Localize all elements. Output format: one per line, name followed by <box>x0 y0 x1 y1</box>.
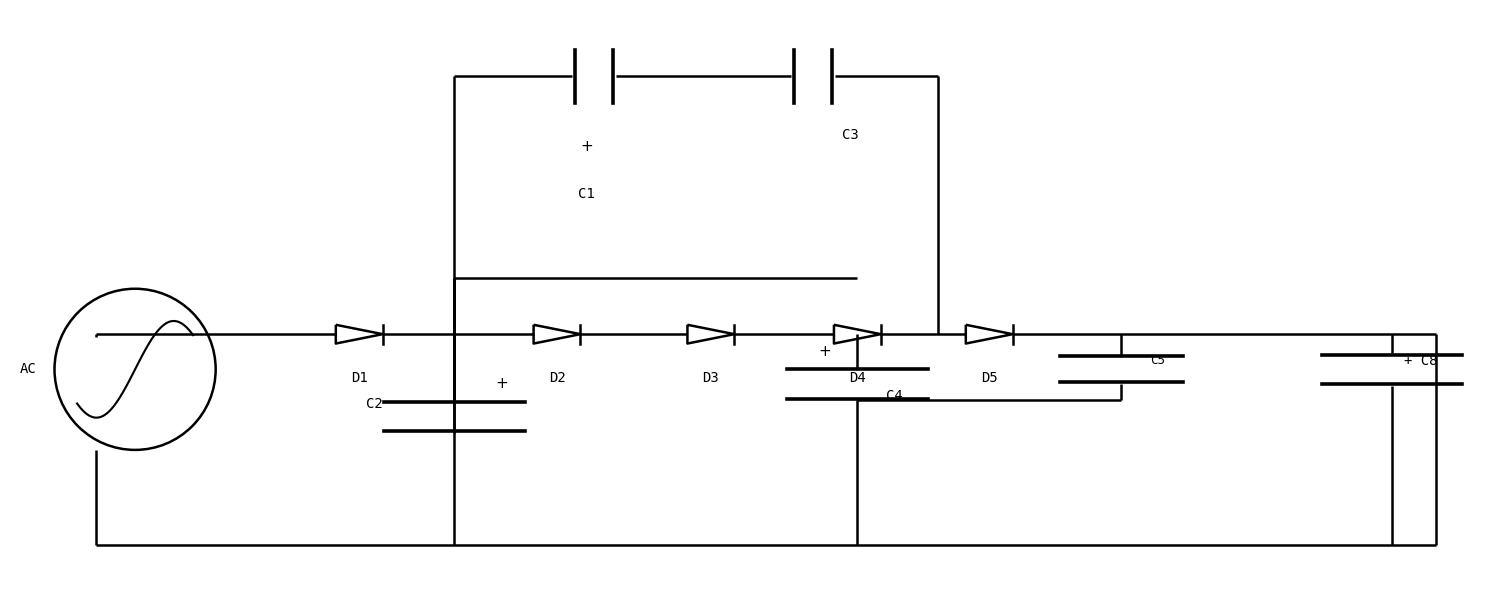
Text: C1: C1 <box>579 187 595 200</box>
Text: D5: D5 <box>981 371 997 385</box>
Text: +: + <box>495 377 508 392</box>
Text: C2: C2 <box>365 398 383 411</box>
Text: AC: AC <box>19 362 37 376</box>
Text: + C8: + C8 <box>1404 353 1437 368</box>
Text: C5: C5 <box>1150 354 1165 367</box>
Text: +: + <box>819 344 831 359</box>
Text: D2: D2 <box>549 371 565 385</box>
Text: D4: D4 <box>849 371 866 385</box>
Text: +: + <box>580 139 592 154</box>
Text: C4: C4 <box>885 389 903 402</box>
Text: D1: D1 <box>351 371 368 385</box>
Text: C3: C3 <box>842 128 858 142</box>
Text: D3: D3 <box>703 371 719 385</box>
